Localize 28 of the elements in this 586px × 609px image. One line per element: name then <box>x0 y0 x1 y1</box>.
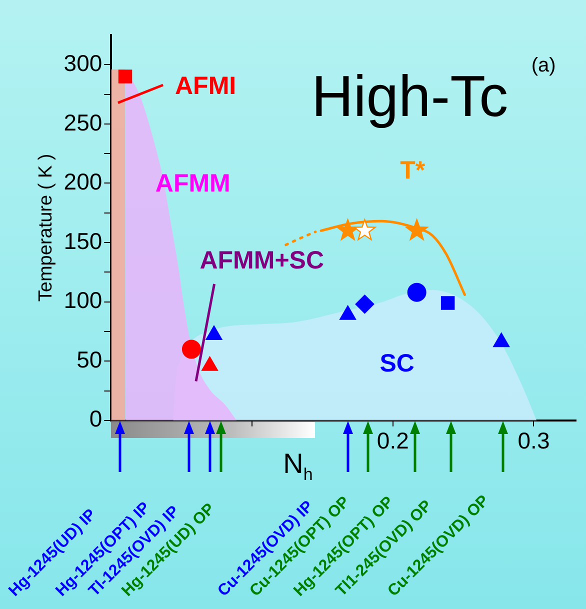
x-tick-label: 0.3 <box>518 428 550 454</box>
annotation: (a) <box>531 54 556 76</box>
annotation: T* <box>400 156 426 184</box>
annotation: AFMI <box>174 72 236 100</box>
point <box>340 305 356 320</box>
point <box>206 326 222 340</box>
point <box>406 219 428 240</box>
point <box>118 70 132 84</box>
point <box>354 219 376 240</box>
y-tick-label: 0 <box>89 406 102 432</box>
point <box>493 332 510 348</box>
y-tick-label: 200 <box>64 168 102 195</box>
point <box>336 219 359 240</box>
point <box>355 294 374 314</box>
annotation: SC <box>380 350 414 378</box>
x-tick-label: 0.2 <box>376 428 409 454</box>
y-tick-label: 50 <box>76 346 102 372</box>
point <box>407 282 426 302</box>
point <box>201 356 218 371</box>
y-tick-label: 100 <box>64 287 102 314</box>
y-axis-title: Temperature ( K ) <box>36 154 57 302</box>
point <box>440 296 455 310</box>
annotation: AFMM+SC <box>200 246 324 274</box>
annotation: AFMM <box>155 169 230 198</box>
annotation: High-Tc <box>311 64 508 130</box>
y-tick-label: 300 <box>64 50 102 76</box>
y-tick-label: 150 <box>64 228 102 254</box>
y-tick-label: 250 <box>64 109 102 136</box>
